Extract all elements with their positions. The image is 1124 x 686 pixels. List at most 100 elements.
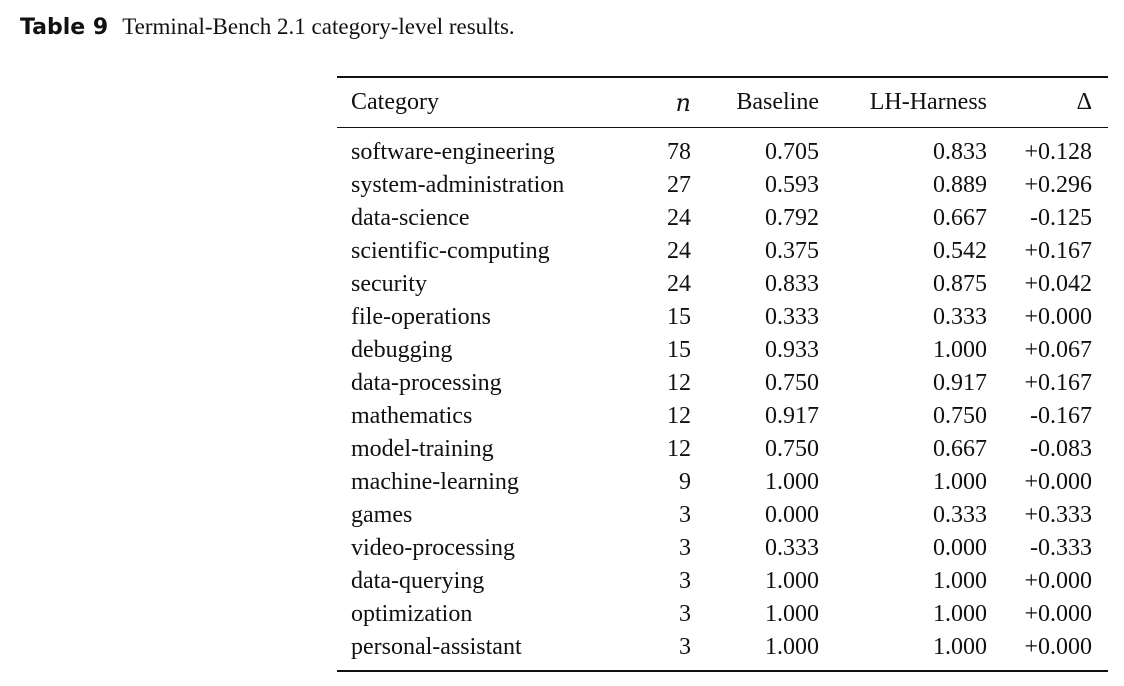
cell-delta: -0.167	[1030, 403, 1092, 429]
header-delta: Δ	[1076, 89, 1092, 115]
cell-delta: +0.067	[1024, 337, 1092, 363]
cell-category: system-administration	[351, 172, 565, 198]
cell-baseline: 1.000	[765, 568, 819, 594]
cell-n: 3	[679, 634, 691, 660]
table-row: data-querying 3 1.000 1.000 +0.000	[337, 565, 1108, 598]
cell-lh-harness: 0.542	[933, 238, 987, 264]
header-baseline: Baseline	[736, 89, 819, 115]
table-row: system-administration 27 0.593 0.889 +0.296	[337, 169, 1108, 202]
cell-lh-harness: 0.875	[933, 271, 987, 297]
cell-baseline: 0.705	[765, 139, 819, 165]
cell-baseline: 1.000	[765, 634, 819, 660]
cell-n: 3	[679, 535, 691, 561]
cell-lh-harness: 0.667	[933, 436, 987, 462]
table-body: software-engineering 78 0.705 0.833 +0.128 sy…	[337, 128, 1108, 671]
cell-baseline: 0.933	[765, 337, 819, 363]
cell-lh-harness: 1.000	[933, 337, 987, 363]
cell-n: 15	[667, 304, 691, 330]
cell-delta: +0.128	[1024, 139, 1092, 165]
table-row: file-operations 15 0.333 0.333 +0.000	[337, 301, 1108, 334]
table-caption-text: Terminal-Bench 2.1 category-level result…	[122, 14, 515, 39]
cell-n: 3	[679, 568, 691, 594]
cell-lh-harness: 0.917	[933, 370, 987, 396]
table-header: Category n Baseline LH-Harness Δ	[337, 77, 1108, 128]
cell-baseline: 0.333	[765, 535, 819, 561]
cell-baseline: 0.917	[765, 403, 819, 429]
cell-category: data-processing	[351, 370, 502, 396]
cell-delta: +0.000	[1024, 304, 1092, 330]
cell-baseline: 1.000	[765, 601, 819, 627]
cell-category: software-engineering	[351, 139, 555, 165]
table-row: personal-assistant 3 1.000 1.000 +0.000	[337, 631, 1108, 671]
cell-lh-harness: 1.000	[933, 469, 987, 495]
table-row: games 3 0.000 0.333 +0.333	[337, 499, 1108, 532]
cell-category: machine-learning	[351, 469, 519, 495]
table-row: debugging 15 0.933 1.000 +0.067	[337, 334, 1108, 367]
table-row: optimization 3 1.000 1.000 +0.000	[337, 598, 1108, 631]
cell-n: 12	[667, 436, 691, 462]
cell-n: 3	[679, 601, 691, 627]
cell-baseline: 1.000	[765, 469, 819, 495]
cell-category: debugging	[351, 337, 453, 363]
cell-baseline: 0.750	[765, 370, 819, 396]
cell-delta: +0.167	[1024, 370, 1092, 396]
cell-lh-harness: 0.833	[933, 139, 987, 165]
cell-delta: +0.296	[1024, 172, 1092, 198]
header-row: Category n Baseline LH-Harness Δ	[337, 77, 1108, 128]
cell-delta: +0.042	[1024, 271, 1092, 297]
table-caption: Table 9 Terminal-Bench 2.1 category-level…	[20, 13, 515, 42]
header-n: n	[675, 88, 691, 117]
cell-delta: +0.333	[1024, 502, 1092, 528]
cell-lh-harness: 1.000	[933, 568, 987, 594]
cell-lh-harness: 1.000	[933, 601, 987, 627]
cell-baseline: 0.593	[765, 172, 819, 198]
cell-n: 12	[667, 370, 691, 396]
cell-lh-harness: 0.889	[933, 172, 987, 198]
table-row: video-processing 3 0.333 0.000 -0.333	[337, 532, 1108, 565]
cell-category: scientific-computing	[351, 238, 550, 264]
cell-baseline: 0.750	[765, 436, 819, 462]
cell-category: file-operations	[351, 304, 491, 330]
cell-n: 78	[667, 139, 691, 165]
cell-lh-harness: 0.333	[933, 304, 987, 330]
table-row: model-training 12 0.750 0.667 -0.083	[337, 433, 1108, 466]
cell-n: 24	[667, 238, 691, 264]
results-table: Category n Baseline LH-Harness Δ softwar…	[337, 76, 1108, 672]
cell-delta: -0.333	[1030, 535, 1092, 561]
cell-n: 24	[667, 205, 691, 231]
cell-delta: -0.125	[1030, 205, 1092, 231]
table-row: security 24 0.833 0.875 +0.042	[337, 268, 1108, 301]
cell-category: mathematics	[351, 403, 473, 429]
cell-n: 9	[679, 469, 691, 495]
cell-lh-harness: 0.000	[933, 535, 987, 561]
cell-category: video-processing	[351, 535, 515, 561]
table-row: software-engineering 78 0.705 0.833 +0.128	[337, 128, 1108, 170]
cell-baseline: 0.833	[765, 271, 819, 297]
cell-n: 3	[679, 502, 691, 528]
cell-baseline: 0.792	[765, 205, 819, 231]
cell-category: security	[351, 271, 427, 297]
table-row: data-processing 12 0.750 0.917 +0.167	[337, 367, 1108, 400]
cell-category: model-training	[351, 436, 494, 462]
cell-baseline: 0.000	[765, 502, 819, 528]
cell-lh-harness: 0.750	[933, 403, 987, 429]
cell-category: data-science	[351, 205, 470, 231]
cell-lh-harness: 1.000	[933, 634, 987, 660]
cell-baseline: 0.333	[765, 304, 819, 330]
header-lh-harness: LH-Harness	[869, 89, 987, 115]
cell-category: personal-assistant	[351, 634, 522, 660]
cell-n: 12	[667, 403, 691, 429]
table-row: data-science 24 0.792 0.667 -0.125	[337, 202, 1108, 235]
cell-lh-harness: 0.333	[933, 502, 987, 528]
cell-lh-harness: 0.667	[933, 205, 987, 231]
cell-delta: +0.000	[1024, 601, 1092, 627]
cell-category: games	[351, 502, 413, 528]
cell-baseline: 0.375	[765, 238, 819, 264]
cell-n: 27	[667, 172, 691, 198]
table-row: machine-learning 9 1.000 1.000 +0.000	[337, 466, 1108, 499]
table-row: scientific-computing 24 0.375 0.542 +0.167	[337, 235, 1108, 268]
cell-category: data-querying	[351, 568, 485, 594]
table-row: mathematics 12 0.917 0.750 -0.167	[337, 400, 1108, 433]
cell-delta: -0.083	[1030, 436, 1092, 462]
cell-delta: +0.000	[1024, 634, 1092, 660]
